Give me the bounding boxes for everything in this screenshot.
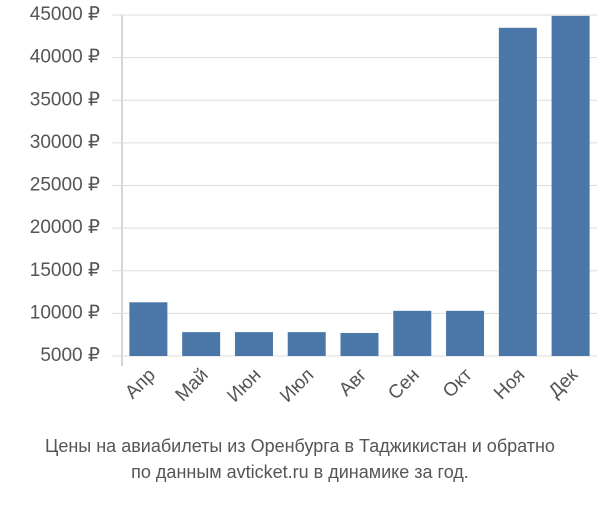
y-tick-label: 40000 ₽ xyxy=(30,47,100,68)
y-tick-label: 15000 ₽ xyxy=(30,260,100,281)
bar xyxy=(287,332,326,356)
chart-title: Цены на авиабилеты из Оренбурга в Таджик… xyxy=(45,436,555,456)
x-tick-label: Дек xyxy=(545,364,583,402)
bar xyxy=(340,332,379,356)
bar xyxy=(446,310,485,356)
x-tick-label: Ноя xyxy=(490,365,529,404)
y-tick-label: 10000 ₽ xyxy=(30,302,100,323)
x-tick-label: Авг xyxy=(335,365,371,401)
chart-subtitle: по данным avticket.ru в динамике за год. xyxy=(131,462,469,482)
bar xyxy=(551,15,590,356)
y-tick-label: 45000 ₽ xyxy=(30,4,100,25)
y-tick-label: 5000 ₽ xyxy=(40,345,100,366)
x-tick-label: Июн xyxy=(223,365,265,407)
x-tick-label: Июл xyxy=(276,365,318,407)
bar xyxy=(498,27,537,356)
bar xyxy=(393,310,432,356)
bar xyxy=(129,302,168,356)
x-tick-label: Апр xyxy=(121,365,160,404)
x-tick-label: Сен xyxy=(384,365,423,404)
y-tick-label: 30000 ₽ xyxy=(30,132,100,153)
y-tick-label: 25000 ₽ xyxy=(30,175,100,196)
bar xyxy=(234,332,273,356)
y-tick-label: 20000 ₽ xyxy=(30,217,100,238)
bar xyxy=(182,332,221,356)
x-tick-label: Май xyxy=(172,365,213,406)
x-tick-label: Окт xyxy=(439,364,477,402)
y-tick-label: 35000 ₽ xyxy=(30,89,100,110)
